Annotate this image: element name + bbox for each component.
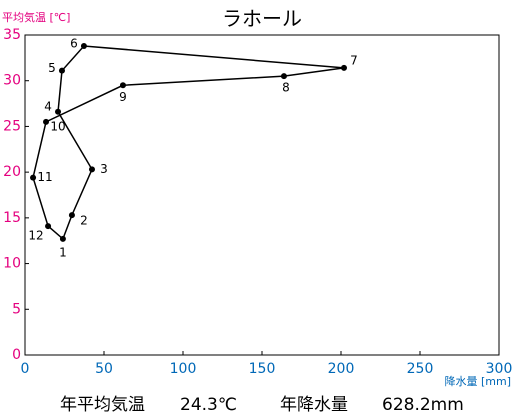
point-label: 5 <box>48 61 56 75</box>
point-label: 3 <box>100 162 108 176</box>
y-tick-label: 15 <box>3 210 21 226</box>
point-label: 4 <box>44 99 52 113</box>
x-tick-label: 100 <box>170 361 197 377</box>
point <box>341 64 348 71</box>
point-label: 11 <box>37 170 52 184</box>
x-tick-label: 0 <box>21 361 30 377</box>
point-label: 10 <box>50 119 65 133</box>
footer-rain-value: 628.2mm <box>382 395 464 415</box>
y-tick-label: 35 <box>3 27 21 43</box>
point <box>68 212 75 219</box>
point <box>30 174 37 181</box>
plot-frame <box>24 34 500 356</box>
footer-temp-value: 24.3℃ <box>180 395 237 415</box>
point <box>88 166 95 173</box>
point <box>55 108 62 115</box>
chart-title: ラホール <box>222 7 302 31</box>
point <box>45 223 52 230</box>
y-tick-label: 5 <box>12 301 21 317</box>
footer-rain-label: 年降水量 <box>280 395 348 415</box>
y-tick-label: 0 <box>12 347 21 363</box>
footer-temp-label: 年平均気温 <box>60 395 145 415</box>
point-label: 7 <box>350 53 358 67</box>
point-label: 12 <box>28 229 43 243</box>
x-axis-label: 降水量 [mm] <box>444 374 511 388</box>
y-tick-label: 10 <box>3 256 21 272</box>
point-label: 6 <box>70 36 78 50</box>
point <box>59 235 66 242</box>
y-axis-label: 平均気温 [℃] <box>2 10 70 24</box>
x-tick-label: 300 <box>486 361 513 377</box>
point <box>58 67 65 74</box>
point-label: 9 <box>119 90 127 104</box>
x-tick-label: 150 <box>249 361 276 377</box>
point <box>80 42 87 49</box>
point-label: 1 <box>59 245 67 259</box>
x-tick-label: 250 <box>407 361 434 377</box>
climate-line <box>32 45 345 241</box>
x-tick-label: 50 <box>95 361 113 377</box>
point-label: 8 <box>282 81 290 95</box>
point-label: 2 <box>80 214 88 228</box>
point <box>280 73 287 80</box>
y-tick-label: 30 <box>3 73 21 89</box>
y-tick-label: 25 <box>3 118 21 134</box>
point <box>119 82 126 89</box>
point <box>43 118 50 125</box>
x-tick-label: 200 <box>328 361 355 377</box>
y-tick-label: 20 <box>3 164 21 180</box>
